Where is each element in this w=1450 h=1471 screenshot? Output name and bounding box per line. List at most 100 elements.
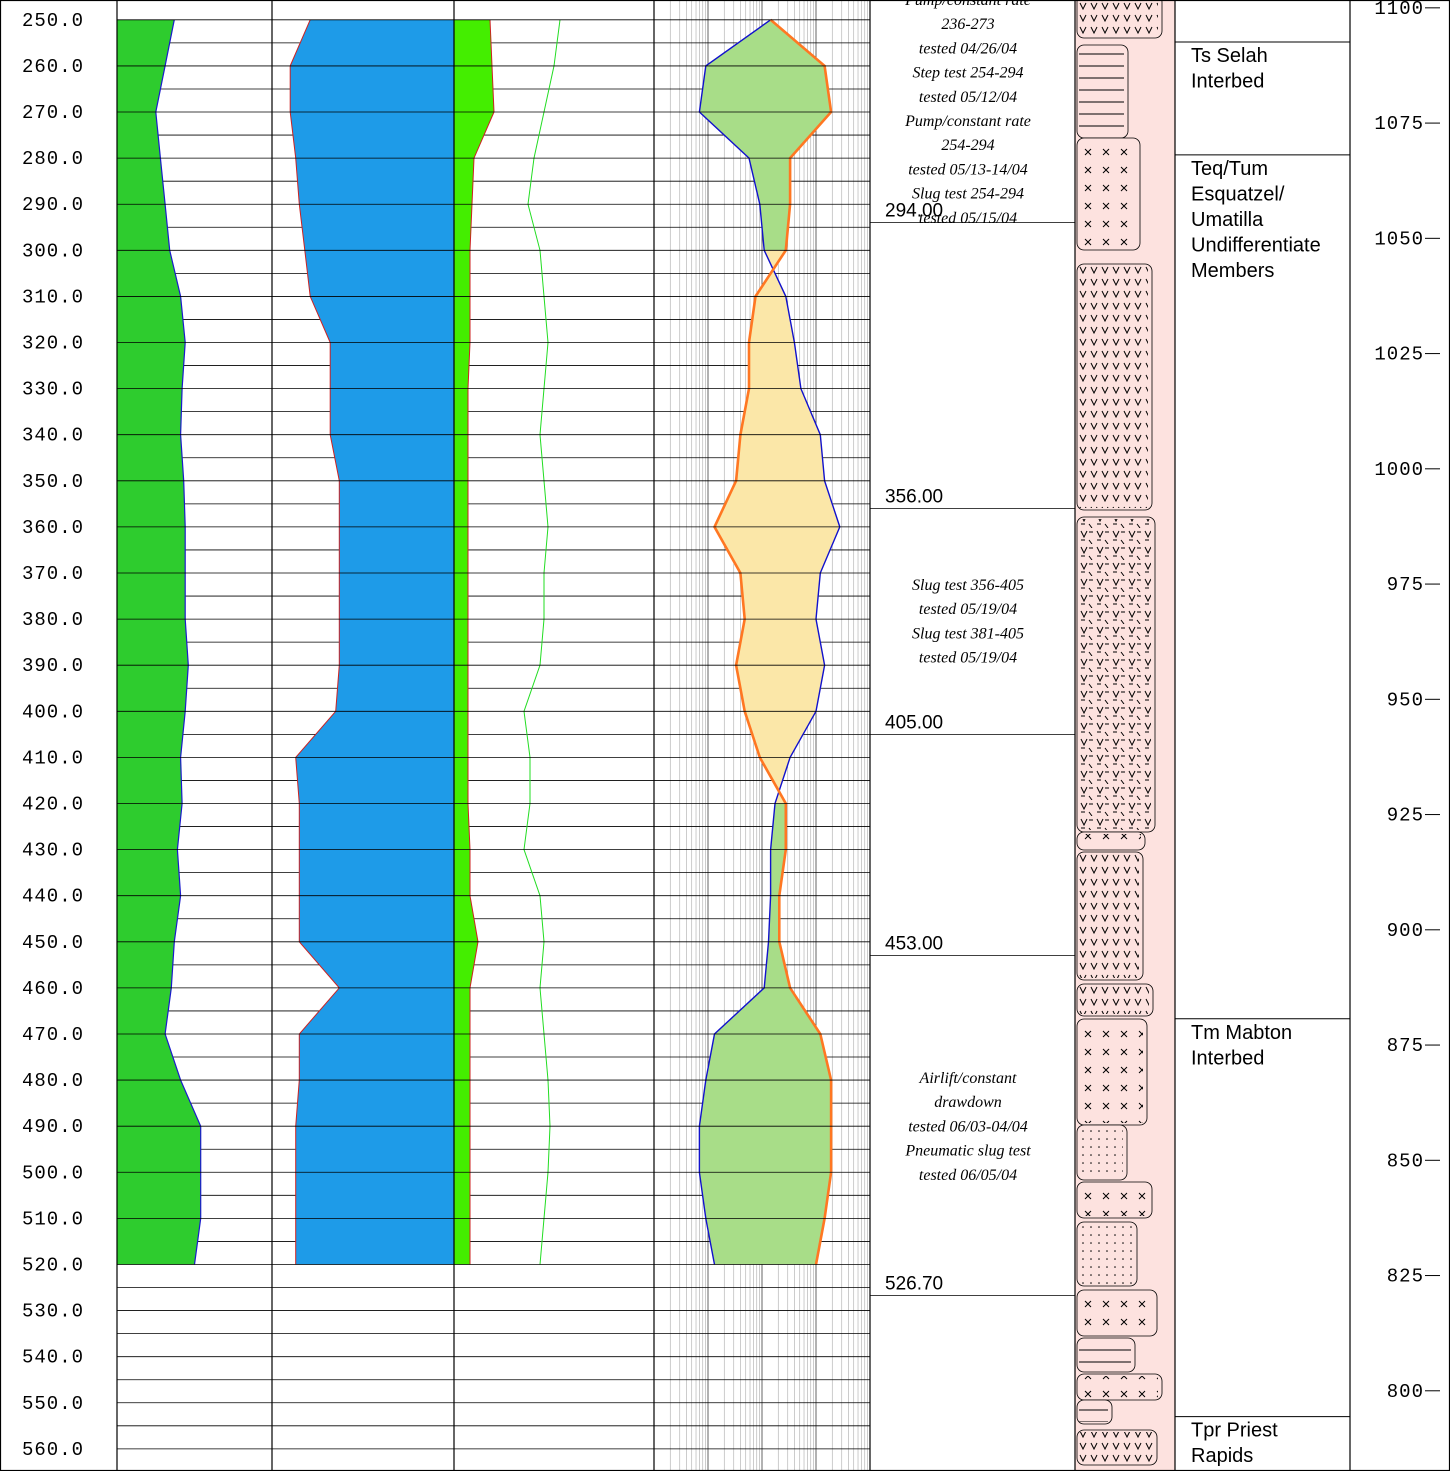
track4-fill [749, 296, 795, 343]
tracks [117, 0, 870, 1471]
lithology-pattern [1079, 834, 1141, 848]
track4-fill [740, 388, 821, 435]
formation-label: Undifferentiate [1191, 234, 1321, 256]
formation-label: Esquatzel/ [1191, 183, 1285, 205]
test-note: Pneumatic slug test [904, 1143, 1031, 1160]
track4-fill [714, 526, 840, 573]
depth-tick-label: 550.0 [22, 1393, 84, 1415]
test-note: Slug test 356-405 [912, 577, 1024, 594]
depth-tick-label: 400.0 [22, 701, 84, 723]
interval-depth-label: 526.70 [885, 1273, 943, 1294]
elevation-tick-label: 1025 [1374, 344, 1424, 366]
test-note: tested 05/12/04 [919, 89, 1017, 106]
track3-fill [454, 19, 494, 1265]
test-note: tested 06/05/04 [919, 1167, 1017, 1184]
depth-tick-label: 440.0 [22, 886, 84, 908]
track3-line-curve [523, 19, 561, 1265]
interval-depth-label: 294.00 [885, 201, 943, 222]
test-note: Step test 254-294 [912, 65, 1023, 82]
track4-fill [699, 112, 832, 159]
test-note: tested 06/03-04/04 [908, 1118, 1028, 1135]
track4-fill [764, 941, 791, 988]
track4-orange-curve [713, 18, 833, 1265]
lithology-pattern [1079, 1021, 1143, 1123]
track4-fill [736, 434, 825, 481]
depth-tick-label: 260.0 [22, 56, 84, 78]
elevation-tick-label: 1075 [1374, 113, 1424, 135]
track4-fill [749, 342, 801, 389]
track4-blue-curve [698, 19, 841, 1265]
track4-fill [768, 895, 780, 942]
test-note: 254-294 [941, 137, 994, 154]
depth-tick-label: 300.0 [22, 240, 84, 262]
depth-tick-label: 340.0 [22, 425, 84, 447]
test-note: Airlift/constant [919, 1070, 1017, 1087]
lithology-pattern [1079, 1340, 1131, 1370]
elevation-tick-label: 975 [1387, 574, 1424, 596]
lithology-pattern [1079, 1376, 1158, 1398]
track4-fill [705, 19, 825, 66]
depth-tick-label: 370.0 [22, 563, 84, 585]
lithology-pattern [1079, 0, 1158, 36]
track4-fill [744, 711, 816, 758]
lithology-pattern [1079, 1224, 1133, 1284]
depth-tick-label: 290.0 [22, 194, 84, 216]
track4-fill [736, 665, 825, 712]
density-fill [290, 19, 454, 1265]
test-note: tested 05/15/04 [919, 210, 1017, 227]
depth-tick-label: 560.0 [22, 1439, 84, 1461]
depth-tick-label: 380.0 [22, 609, 84, 631]
depth-tick-label: 310.0 [22, 286, 84, 308]
track4-fill [714, 480, 840, 527]
track4-fill [699, 1080, 832, 1127]
depth-tick-label: 510.0 [22, 1208, 84, 1230]
lithology-pattern [1079, 266, 1148, 508]
depth-tick-label: 530.0 [22, 1301, 84, 1323]
depth-tick-label: 520.0 [22, 1254, 84, 1276]
elevation-tick-label: 800 [1387, 1381, 1424, 1403]
elevation-tick-label: 925 [1387, 805, 1424, 827]
depth-tick-label: 470.0 [22, 1024, 84, 1046]
interval-depth-label: 405.00 [885, 712, 943, 733]
depth-tick-label: 430.0 [22, 840, 84, 862]
depth-tick-label: 280.0 [22, 148, 84, 170]
formation-label: Tpr Priest [1191, 1420, 1278, 1442]
depth-tick-label: 270.0 [22, 102, 84, 124]
depth-tick-label: 460.0 [22, 978, 84, 1000]
elevation-tick-label: 1100 [1374, 0, 1424, 20]
lithology-pattern [1079, 1184, 1148, 1216]
track4-fill [705, 1218, 825, 1265]
gamma-curve [155, 19, 202, 1265]
elevation-tick-label: 900 [1387, 920, 1424, 942]
formation-label: Rapids [1191, 1445, 1253, 1467]
lithology-pattern [1079, 1402, 1108, 1422]
formation-label: Tm Mabton [1191, 1022, 1292, 1044]
lithology-pattern [1079, 1292, 1153, 1334]
interval-depth-label: 356.00 [885, 486, 943, 507]
lithology-pattern [1079, 986, 1149, 1014]
test-note: Slug test 254-294 [912, 186, 1024, 203]
formation-label: Interbed [1191, 1047, 1264, 1069]
formation-label: Ts Selah [1191, 45, 1268, 67]
lithology-pattern [1079, 519, 1151, 830]
test-note: Pump/constant rate [904, 0, 1031, 9]
lithology-pattern [1079, 1432, 1153, 1463]
elevation-tick-label: 825 [1387, 1266, 1424, 1288]
elevation-tick-label: 850 [1387, 1150, 1424, 1172]
test-note: tested 05/19/04 [919, 601, 1017, 618]
depth-tick-label: 350.0 [22, 471, 84, 493]
test-note: tested 05/19/04 [919, 650, 1017, 667]
depth-tick-label: 330.0 [22, 379, 84, 401]
track4-fill [699, 1126, 832, 1173]
test-note: drawdown [934, 1094, 1002, 1111]
lithology-pattern [1079, 854, 1139, 978]
formation-label: Members [1191, 260, 1274, 282]
formation-label: Interbed [1191, 70, 1264, 92]
test-note: 236-273 [941, 16, 994, 33]
track4-fill [749, 158, 791, 205]
track4-fill [740, 573, 821, 620]
test-note: Slug test 381-405 [912, 625, 1024, 642]
lithology-pattern [1079, 1127, 1123, 1178]
